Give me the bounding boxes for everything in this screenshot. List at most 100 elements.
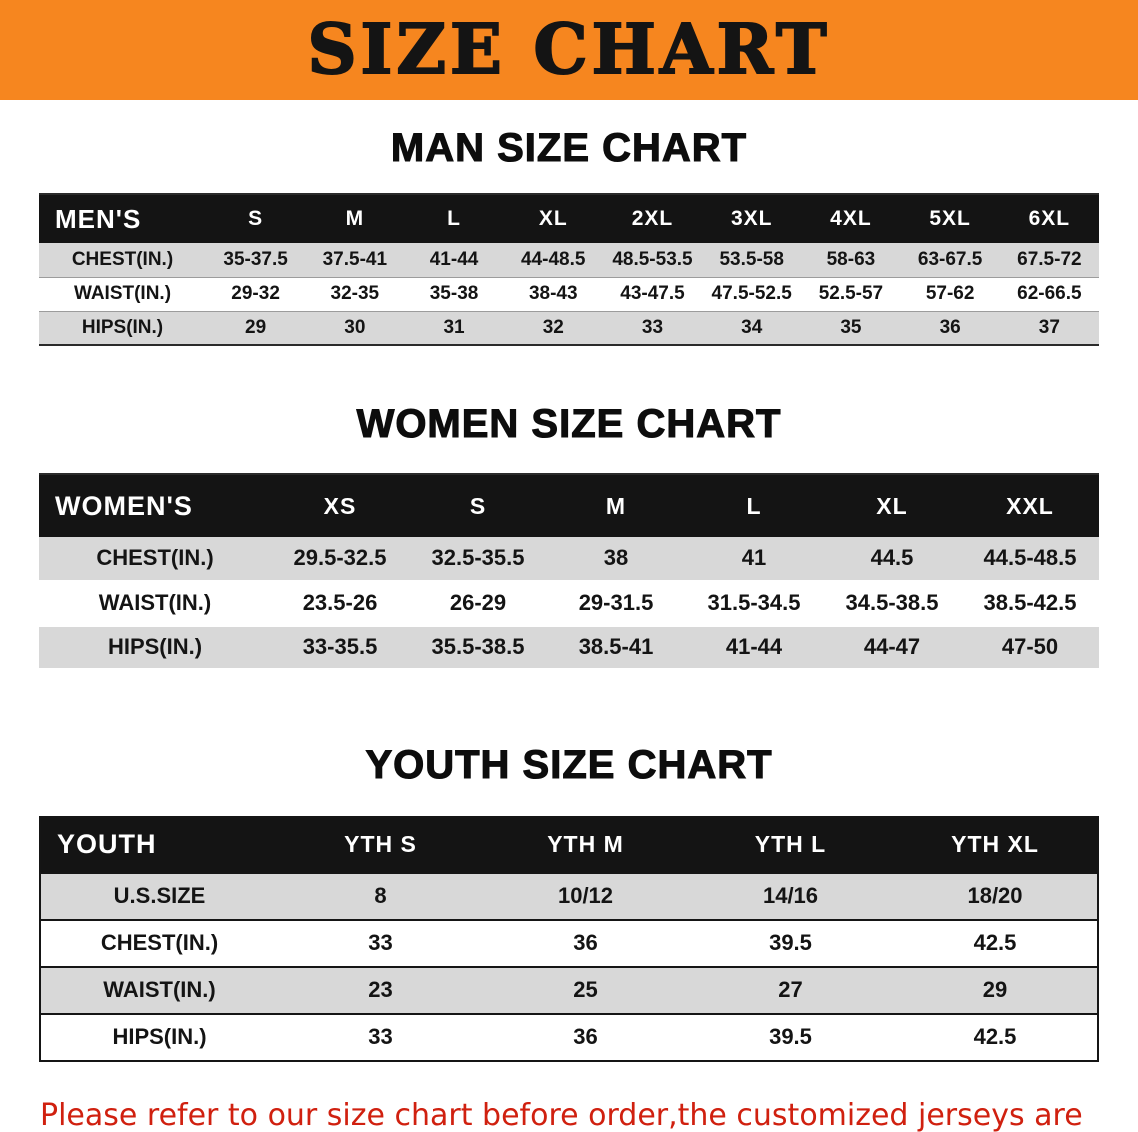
- value-cell: 31: [443, 316, 465, 338]
- value-cell: 23: [368, 977, 393, 1002]
- value-cell: 62-66.5: [1017, 283, 1082, 304]
- value-cell: 47.5-52.5: [711, 283, 792, 304]
- value-cell: 27: [778, 977, 803, 1002]
- value-cell: 48.5-53.5: [612, 248, 693, 270]
- size-header-cell: 6XL: [999, 194, 1099, 243]
- youth-section-heading: YOUTH SIZE CHART: [365, 742, 773, 787]
- row-label: CHEST(IN.): [71, 248, 174, 270]
- women-section-heading: WOMEN SIZE CHART: [356, 401, 782, 446]
- size-header-cell: S: [409, 474, 547, 537]
- value-cell: 34.5-38.5: [845, 590, 939, 615]
- value-cell: 35-38: [429, 283, 479, 304]
- women-size-table: WOMEN'S XS S M L XL XXL CHEST(IN.) 29.5-32.5 32.5…: [39, 473, 1099, 671]
- size-header-cell: XL: [823, 474, 961, 537]
- value-cell: 44.5-48.5: [983, 545, 1077, 571]
- value-cell: 42.5: [973, 930, 1017, 955]
- value-cell: 38-43: [528, 283, 578, 304]
- value-cell: 39.5: [769, 930, 812, 955]
- men-size-section: MAN SIZE CHART MEN'S S M L XL 2XL 3XL 4XL 5XL 6XL…: [0, 125, 1138, 346]
- value-cell: 41-44: [429, 248, 479, 270]
- size-header-cell: S: [206, 194, 306, 243]
- row-label: HIPS(IN.): [107, 634, 203, 659]
- value-cell: 23.5-26: [302, 590, 378, 615]
- value-cell: 29.5-32.5: [293, 545, 387, 571]
- row-label: CHEST(IN.): [100, 930, 219, 955]
- row-label: U.S.SIZE: [113, 883, 206, 908]
- size-header-cell: M: [547, 474, 685, 537]
- size-header-cell: YTH M: [483, 816, 688, 873]
- value-cell: 47-50: [1001, 634, 1059, 659]
- table-title-cell: WOMEN'S: [39, 474, 271, 537]
- table-row: WAIST(IN.) 23 25 27 29: [40, 966, 1098, 1014]
- value-cell: 33: [368, 930, 393, 955]
- value-cell: 38: [603, 545, 629, 571]
- value-cell: 37.5-41: [322, 248, 388, 270]
- value-cell: 44-48.5: [521, 248, 586, 270]
- size-header-cell: XS: [271, 474, 409, 537]
- banner: SIZE CHART: [0, 0, 1138, 100]
- value-cell: 18/20: [967, 883, 1023, 908]
- value-cell: 67.5-72: [1017, 248, 1082, 270]
- table-row: WAIST(IN.) 29-32 32-35 35-38 38-43 43-47.5 47.…: [39, 277, 1099, 311]
- value-cell: 31.5-34.5: [707, 590, 801, 615]
- row-label: WAIST(IN.): [103, 977, 216, 1002]
- table-row: CHEST(IN.) 33 36 39.5 42.5: [40, 919, 1098, 967]
- men-section-heading: MAN SIZE CHART: [390, 125, 748, 170]
- value-cell: 29-31.5: [578, 590, 654, 615]
- size-header-cell: M: [305, 194, 405, 243]
- table-row: CHEST(IN.) 35-37.5 37.5-41 41-44 44-48.5 48.5…: [39, 243, 1099, 277]
- value-cell: 57-62: [925, 283, 975, 304]
- table-row: HIPS(IN.) 33-35.5 35.5-38.5 38.5-41 41-44 44-…: [39, 625, 1099, 669]
- row-label: CHEST(IN.): [96, 545, 214, 571]
- size-header-cell: 3XL: [702, 194, 802, 243]
- value-cell: 44-47: [863, 634, 921, 659]
- value-cell: 44.5: [870, 545, 914, 571]
- table-title-cell: MEN'S: [39, 194, 206, 243]
- value-cell: 39.5: [769, 1024, 812, 1049]
- size-header-cell: YTH XL: [893, 816, 1098, 873]
- value-cell: 26-29: [449, 590, 507, 615]
- table-row: CHEST(IN.) 29.5-32.5 32.5-35.5 38 41 44.5 44.5…: [39, 537, 1099, 581]
- size-header-cell: L: [685, 474, 823, 537]
- value-cell: 38.5-41: [578, 634, 654, 659]
- value-cell: 30: [344, 316, 366, 338]
- size-header-cell: XL: [503, 194, 603, 243]
- value-cell: 43-47.5: [620, 283, 685, 304]
- value-cell: 37: [1038, 316, 1060, 338]
- value-cell: 32.5-35.5: [431, 545, 525, 571]
- value-cell: 33: [368, 1024, 393, 1049]
- table-title-cell: YOUTH: [40, 816, 278, 873]
- value-cell: 29-32: [231, 283, 280, 304]
- value-cell: 14/16: [762, 883, 819, 908]
- disclaimer: Please refer to our size chart before or…: [40, 1094, 1104, 1132]
- page-title: SIZE CHART: [306, 9, 831, 91]
- value-cell: 29: [245, 316, 267, 338]
- value-cell: 35-37.5: [223, 248, 288, 270]
- women-size-section: WOMEN SIZE CHART WOMEN'S XS S M L XL XXL CHEST(…: [0, 401, 1138, 671]
- row-label: WAIST(IN.): [73, 283, 172, 304]
- row-label: HIPS(IN.): [112, 1024, 207, 1049]
- youth-size-section: YOUTH SIZE CHART YOUTH YTH S YTH M YTH L YTH…: [0, 742, 1138, 1062]
- row-label: HIPS(IN.): [81, 316, 164, 338]
- table-row: HIPS(IN.) 29 30 31 32 33 34 35 36 37: [39, 311, 1099, 345]
- value-cell: 32-35: [330, 283, 380, 304]
- youth-size-table: YOUTH YTH S YTH M YTH L YTH XL U.S.SIZE 8 10/12…: [39, 815, 1099, 1062]
- value-cell: 53.5-58: [719, 248, 784, 270]
- header-row: WOMEN'S XS S M L XL XXL: [39, 474, 1099, 537]
- value-cell: 29: [982, 977, 1008, 1002]
- value-cell: 42.5: [973, 1024, 1017, 1049]
- value-cell: 32: [542, 316, 564, 338]
- size-header-cell: L: [404, 194, 504, 243]
- value-cell: 36: [573, 930, 598, 955]
- value-cell: 8: [374, 883, 387, 908]
- row-label: WAIST(IN.): [98, 590, 212, 615]
- value-cell: 35.5-38.5: [431, 634, 525, 659]
- table-row: HIPS(IN.) 33 36 39.5 42.5: [40, 1013, 1098, 1061]
- value-cell: 34: [741, 316, 763, 338]
- value-cell: 25: [573, 977, 598, 1002]
- disclaimer-line-1: Please refer to our size chart before or…: [40, 1097, 1083, 1132]
- value-cell: 52.5-57: [818, 283, 884, 304]
- table-row: U.S.SIZE 8 10/12 14/16 18/20: [40, 872, 1098, 920]
- men-size-table: MEN'S S M L XL 2XL 3XL 4XL 5XL 6XL CHEST(IN.) 35-37…: [39, 193, 1099, 346]
